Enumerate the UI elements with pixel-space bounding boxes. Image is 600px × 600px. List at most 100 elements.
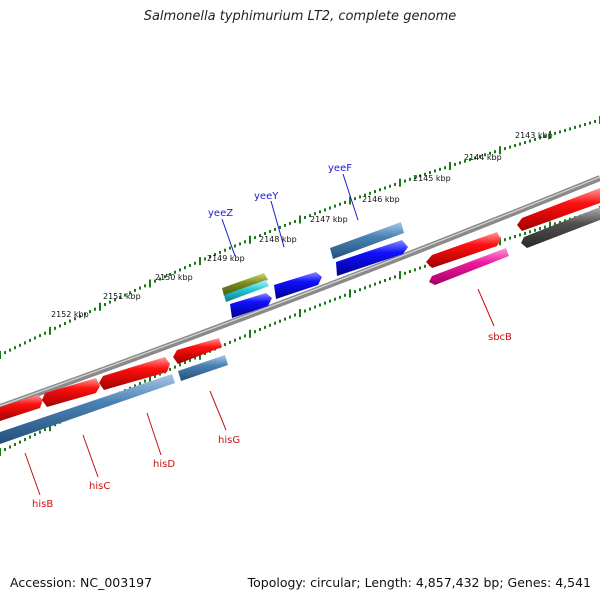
kbp-label-2149: 2149 kbp xyxy=(207,254,245,263)
inner-ruler-tick xyxy=(334,297,336,301)
outer-ruler-tick xyxy=(309,214,311,218)
ruler-labels: 2143 kbp 2144 kbp 2145 kbp 2146 kbp 2147… xyxy=(51,131,553,319)
gene-block-red-left-1[interactable] xyxy=(0,395,43,421)
inner-ruler-tick xyxy=(374,282,376,286)
outer-ruler-tick xyxy=(474,156,476,160)
outer-ruler-tick xyxy=(584,123,586,126)
outer-ruler-tick xyxy=(514,144,516,147)
outer-ruler-tick xyxy=(444,166,446,170)
outer-ruler-tick xyxy=(19,343,21,347)
outer-ruler-tick xyxy=(29,338,31,342)
outer-ruler xyxy=(0,116,600,359)
gene-block-red-left-3[interactable] xyxy=(99,357,170,390)
outer-ruler-tick xyxy=(339,202,341,206)
gene-block-blue-yeeF[interactable] xyxy=(336,240,408,276)
leader-yeeY xyxy=(270,200,285,248)
outer-ruler-tick xyxy=(114,298,116,302)
outer-ruler-tick xyxy=(224,248,226,252)
gene-block-gray[interactable] xyxy=(521,207,600,248)
outer-ruler-tick xyxy=(594,120,596,123)
outer-ruler-tick xyxy=(104,303,106,306)
label-yeeY[interactable]: yeeY xyxy=(254,191,279,202)
gene-block-steel-yeeF[interactable] xyxy=(330,222,404,259)
label-hisG[interactable]: hisG xyxy=(218,435,240,446)
outer-ruler-tick xyxy=(299,215,301,224)
label-hisB[interactable]: hisB xyxy=(32,499,53,510)
label-hisD[interactable]: hisD xyxy=(153,459,175,470)
inner-ruler-tick xyxy=(224,343,226,347)
outer-ruler-tick xyxy=(39,334,41,338)
label-yeeF[interactable]: yeeF xyxy=(328,163,352,174)
gene-block-red-right-2[interactable] xyxy=(517,188,600,231)
gene-block-cyan[interactable] xyxy=(224,280,269,302)
outer-ruler-tick xyxy=(509,145,511,149)
inner-ruler-tick xyxy=(314,305,316,309)
outer-ruler-tick xyxy=(314,212,316,216)
outer-ruler-tick xyxy=(569,127,571,131)
outer-ruler-tick xyxy=(149,279,151,288)
outer-ruler-tick xyxy=(4,351,6,355)
inner-ruler-tick xyxy=(504,238,506,242)
outer-ruler-tick xyxy=(249,235,251,244)
inner-ruler-tick xyxy=(549,221,551,230)
outer-ruler-tick xyxy=(369,191,371,195)
inner-ruler-tick xyxy=(519,233,521,237)
outer-ruler-tick xyxy=(469,158,471,162)
outer-ruler-tick xyxy=(0,351,1,359)
gene-block-blue-mid[interactable] xyxy=(274,272,322,299)
label-hisC[interactable]: hisC xyxy=(89,481,110,492)
inner-ruler-tick xyxy=(414,268,416,272)
inner-ruler-tick xyxy=(264,325,266,329)
gene-block-steel-left[interactable] xyxy=(0,374,175,444)
outer-ruler-tick xyxy=(384,186,386,190)
inner-ruler-tick xyxy=(274,321,276,325)
label-yeeZ[interactable]: yeeZ xyxy=(208,208,233,219)
inner-ruler-tick xyxy=(299,309,301,317)
leader-sbcB xyxy=(477,288,495,327)
gene-block-steel-hisG[interactable] xyxy=(178,355,228,381)
gene-block-red-left-2[interactable] xyxy=(42,378,100,407)
outer-ruler-tick xyxy=(204,257,206,261)
outer-ruler-tick xyxy=(279,225,281,229)
reverse-strand-genes xyxy=(0,207,600,444)
kbp-label-2148: 2148 kbp xyxy=(259,235,297,244)
outer-ruler-tick xyxy=(479,154,481,158)
gene-block-blue-small[interactable] xyxy=(230,293,272,318)
inner-ruler-tick xyxy=(289,315,291,319)
leader-hisB xyxy=(24,452,41,496)
outer-ruler-tick xyxy=(99,302,101,311)
leader-yeeF xyxy=(342,173,359,221)
outer-ruler-tick xyxy=(164,275,166,279)
outer-ruler-tick xyxy=(434,169,436,173)
genome-backbone xyxy=(0,175,600,410)
outer-ruler-tick xyxy=(429,171,431,175)
outer-ruler-tick xyxy=(269,230,271,233)
outer-ruler-tick xyxy=(489,151,491,155)
outer-ruler-tick xyxy=(74,317,76,321)
gene-block-olive[interactable] xyxy=(222,273,268,296)
outer-ruler-tick xyxy=(89,310,91,314)
gene-block-red-right-1[interactable] xyxy=(426,232,501,268)
inner-ruler-tick xyxy=(244,334,246,338)
kbp-label-2145: 2145 kbp xyxy=(413,174,451,183)
inner-ruler-tick xyxy=(39,430,41,434)
label-sbcB[interactable]: sbcB xyxy=(488,332,512,343)
inner-ruler-tick xyxy=(184,361,186,364)
outer-ruler-tick xyxy=(539,136,541,140)
inner-ruler-tick xyxy=(9,445,11,449)
outer-ruler-tick xyxy=(544,134,546,138)
gene-block-red-left-4[interactable] xyxy=(173,338,222,364)
inner-ruler-tick xyxy=(344,293,346,297)
outer-ruler-tick xyxy=(534,137,536,141)
outer-ruler-tick xyxy=(244,240,246,244)
outer-ruler-tick xyxy=(359,195,361,199)
outer-ruler-tick xyxy=(174,270,176,274)
outer-ruler-tick xyxy=(59,324,61,328)
inner-ruler-tick xyxy=(544,225,546,229)
gene-block-magenta[interactable] xyxy=(429,248,509,285)
outer-ruler-tick xyxy=(229,246,231,250)
outer-ruler-tick xyxy=(564,128,566,132)
outer-ruler-tick xyxy=(409,177,411,181)
inner-ruler-tick xyxy=(0,448,1,456)
